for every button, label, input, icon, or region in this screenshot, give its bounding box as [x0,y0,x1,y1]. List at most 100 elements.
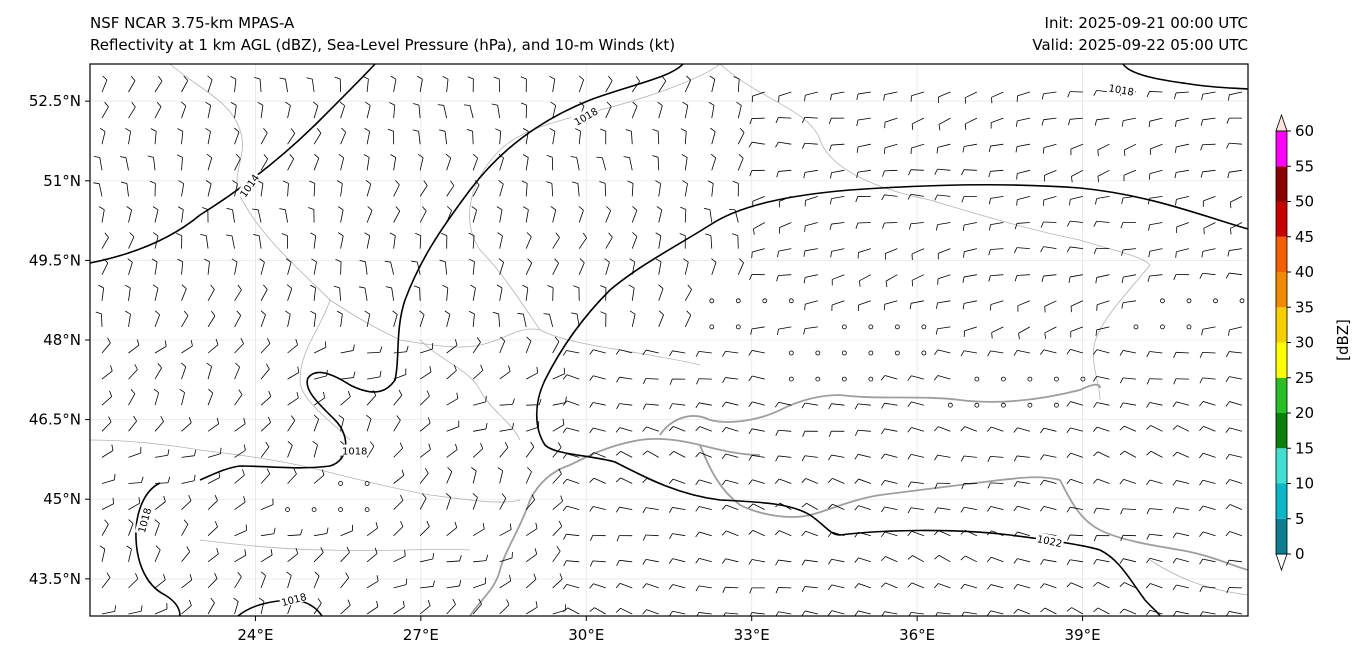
wind-barb-flag [200,234,207,237]
wind-barb-shaft [805,530,818,537]
wind-barb-flag [1040,479,1045,486]
wind-barb-shaft [340,577,350,589]
calm-wind-marker [1000,376,1006,382]
wind-barb-flag [1199,505,1204,512]
wind-barb-shaft [98,183,103,197]
wind-barb-shaft [1043,479,1057,484]
wind-barb-flag [266,363,270,370]
wind-barb-shaft [234,501,246,510]
wind-barb-flag [721,427,727,433]
wind-barb-shaft [207,131,211,145]
wind-barb-shaft [1097,426,1110,432]
wind-barb-shaft [393,79,397,93]
wind-barb-flag [384,260,391,263]
wind-barb-shaft [646,609,659,615]
wind-barb-shaft [499,287,503,301]
wind-barb-flag [520,102,527,106]
wind-barb-shaft [619,559,633,563]
wind-barb-flag [606,206,611,211]
wind-barb-flag [120,181,128,184]
wind-barb-flag [632,232,638,237]
wind-barb-flag [214,521,218,527]
wind-barb-shaft [551,183,554,197]
wind-barb-flag [478,598,482,605]
wind-barb-flag [512,398,515,405]
wind-barb-flag [337,232,344,237]
calm-wind-marker [921,324,927,330]
wind-barb-shaft [287,105,291,119]
wind-barb-flag [1093,581,1099,587]
wind-barb-shaft [805,196,818,201]
wind-barb-flag [1148,173,1151,180]
wind-barb-flag [1172,584,1177,591]
wind-barb-flag [686,310,692,316]
wind-barb-flag [387,128,394,132]
wind-barb-shaft [287,344,298,354]
wind-barb-shaft [912,117,925,125]
wind-barb-shaft [181,80,189,93]
colorbar-bin [1276,413,1287,449]
wind-barb-flag [827,503,833,509]
wind-barb-shaft [552,578,563,589]
wind-barb-flag [210,284,215,290]
wind-barb-flag [183,310,189,316]
wind-barb-flag [801,143,806,149]
graticule [90,64,1248,616]
wind-barb-shaft [858,505,871,510]
wind-barb-flag [964,97,967,104]
wind-barb-shaft [260,158,269,171]
wind-barb-shaft [260,554,273,563]
wind-barb-flag [856,146,859,153]
wind-barb-shaft [566,374,580,380]
wind-barb-shaft [1149,402,1163,406]
wind-barb-shaft [525,372,538,380]
wind-barb-flag [669,378,673,385]
wind-barb-shaft [499,580,511,589]
wind-barb-shaft [937,507,951,510]
wind-barb-flag [682,180,688,184]
wind-barb-flag [1120,508,1124,515]
wind-barb-shaft [605,210,612,223]
wind-barb-flag [987,482,991,489]
wind-barb-shaft [313,105,319,119]
wind-barb-flag [509,523,512,530]
wind-barb-shaft [497,105,501,119]
wind-barb-flag [1199,480,1204,486]
wind-barb-flag [152,284,159,289]
wind-barb-flag [1066,607,1072,612]
wind-barb-shaft [340,132,347,145]
wind-barb-flag [1225,351,1230,358]
wind-barb-shaft [1016,274,1030,276]
wind-barb-flag [158,75,163,82]
wind-barb-shaft [619,427,633,432]
wind-barb-shaft [393,584,407,589]
wind-barb-shaft [420,348,433,354]
wind-barb-flag [695,479,700,485]
wind-barb-flag [482,522,485,530]
wind-barb-flag [558,520,563,527]
wind-barb-flag [680,206,687,210]
wind-barb-flag [748,530,754,535]
wind-barb-shaft [752,401,765,406]
wind-barb-shaft [154,261,158,275]
wind-barb-shaft [365,261,368,275]
wind-barb-shaft [725,350,739,354]
wind-barb-shaft [446,185,455,197]
wind-barb-flag [1119,450,1125,456]
wind-barb-shaft [472,448,484,458]
wind-barb-shaft [1043,559,1057,563]
wind-barb-flag [934,454,938,461]
wind-barb-shaft [657,157,660,171]
wind-barb-flag [1123,149,1126,157]
wind-barb-shaft [1202,143,1216,146]
wind-barb-flag [962,303,965,310]
wind-barb-shaft [631,236,638,249]
wind-barb-flag [1146,402,1151,408]
wind-barb-flag [498,179,504,185]
wind-barb-shaft [207,602,215,615]
wind-barb-shaft [260,422,271,432]
wind-barb-shaft [1096,507,1110,510]
wind-barb-flag [615,506,620,513]
isobar-1018-north [199,64,684,481]
wind-barb-shaft [831,558,845,563]
